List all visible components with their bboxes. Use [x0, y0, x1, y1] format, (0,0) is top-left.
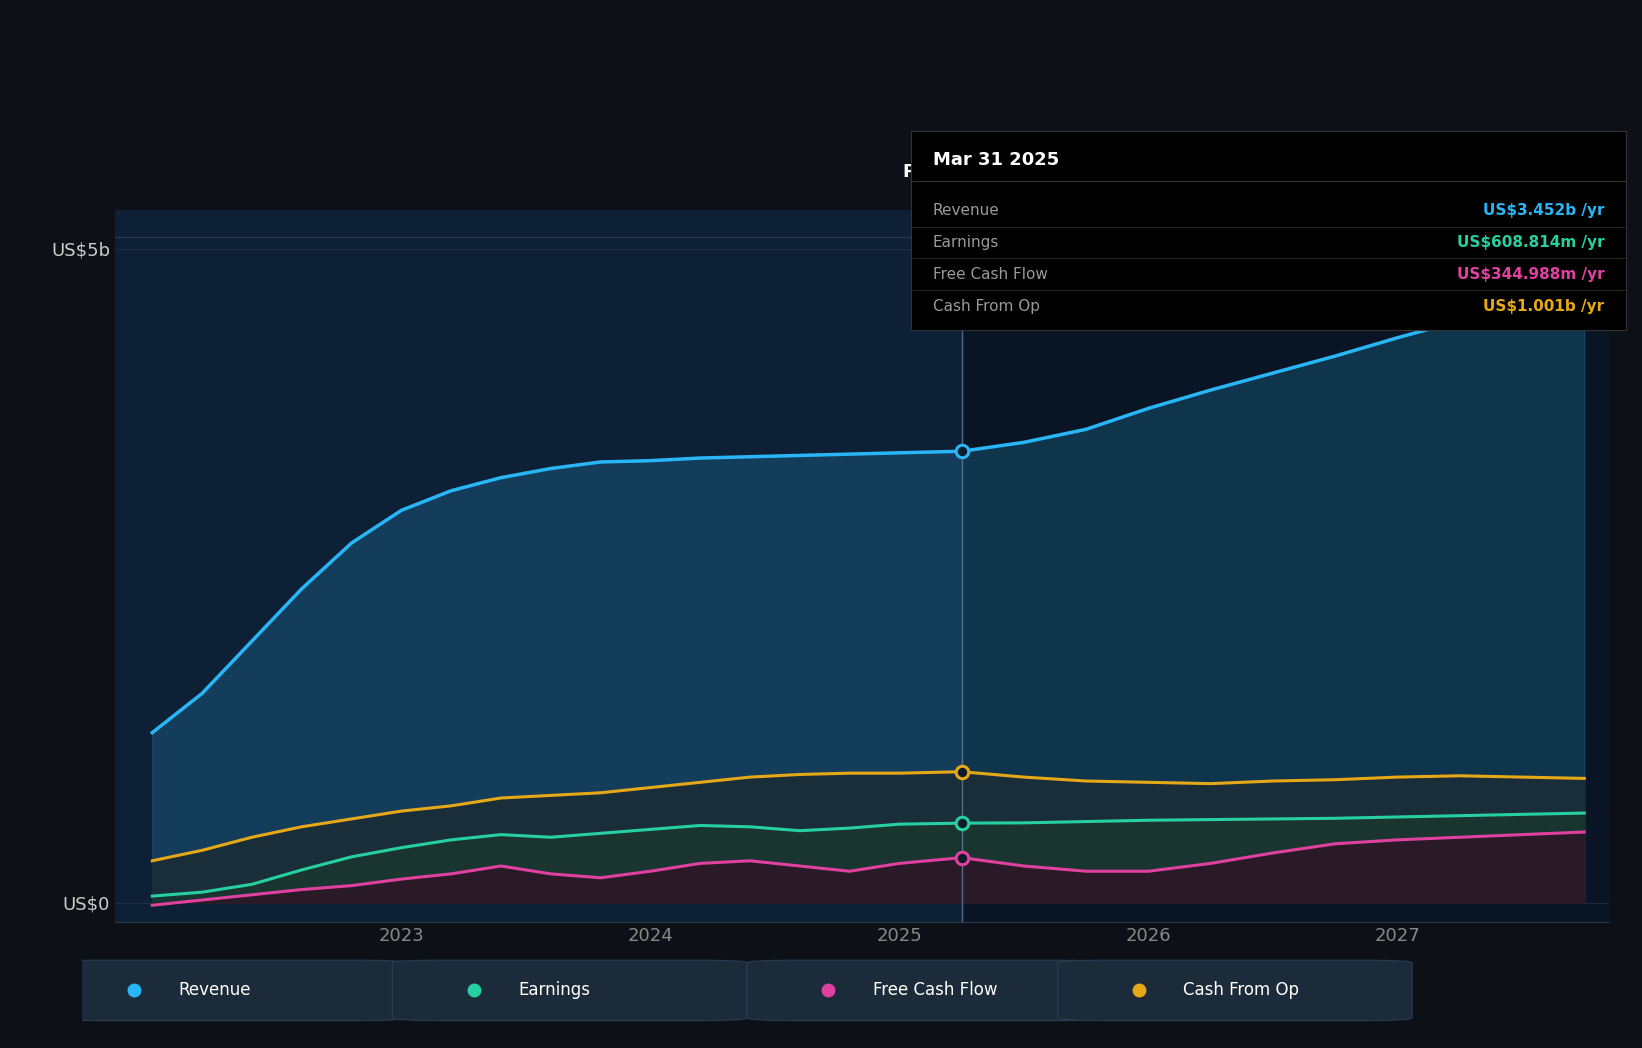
Text: Free Cash Flow: Free Cash Flow: [933, 267, 1048, 282]
Text: US$608.814m /yr: US$608.814m /yr: [1456, 235, 1604, 250]
Text: Earnings: Earnings: [519, 981, 589, 1000]
Bar: [962, 210, 1609, 922]
Text: Analysts Forecasts: Analysts Forecasts: [977, 163, 1144, 181]
FancyBboxPatch shape: [392, 960, 747, 1021]
Bar: [115, 210, 962, 922]
Text: Mar 31 2025: Mar 31 2025: [933, 151, 1059, 169]
Text: US$3.452b /yr: US$3.452b /yr: [1483, 203, 1604, 218]
FancyBboxPatch shape: [1057, 960, 1412, 1021]
Text: Cash From Op: Cash From Op: [933, 299, 1039, 313]
Text: Free Cash Flow: Free Cash Flow: [874, 981, 997, 1000]
Text: Past: Past: [903, 163, 947, 181]
Text: Earnings: Earnings: [933, 235, 998, 250]
Text: US$344.988m /yr: US$344.988m /yr: [1456, 267, 1604, 282]
Text: Cash From Op: Cash From Op: [1182, 981, 1299, 1000]
Text: Revenue: Revenue: [179, 981, 251, 1000]
Text: Revenue: Revenue: [933, 203, 1000, 218]
Text: US$1.001b /yr: US$1.001b /yr: [1483, 299, 1604, 313]
FancyBboxPatch shape: [53, 960, 407, 1021]
FancyBboxPatch shape: [747, 960, 1102, 1021]
